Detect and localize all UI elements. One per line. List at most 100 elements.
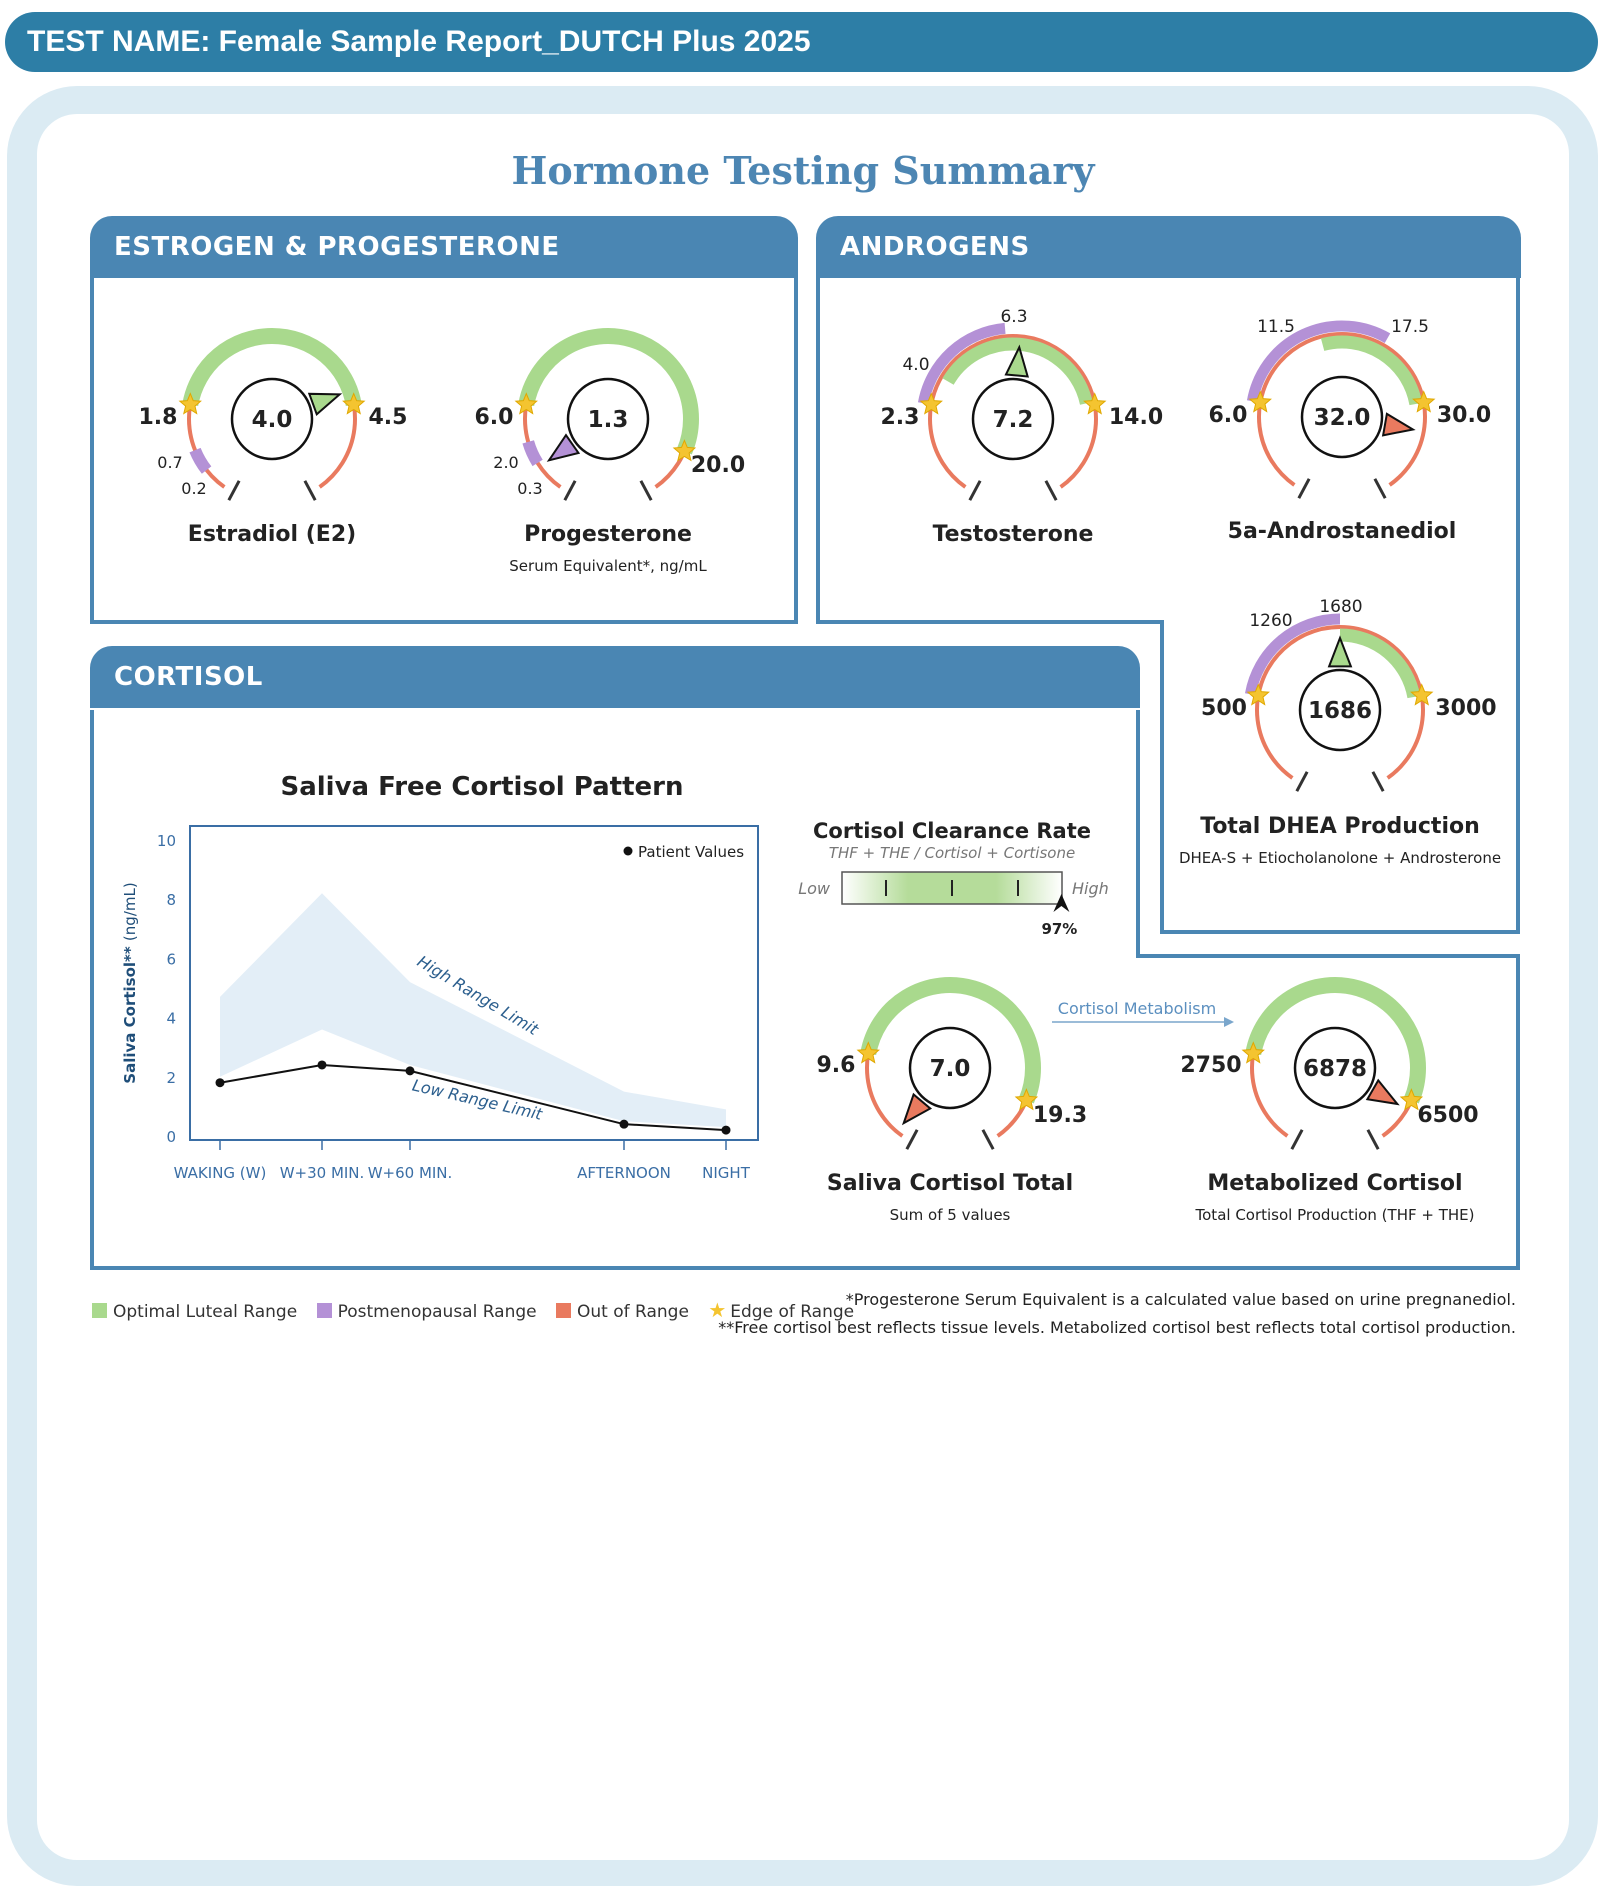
progesterone-range-arc-1	[522, 440, 543, 467]
estradiol-end-tick-0	[227, 480, 241, 501]
progesterone-subtitle: Serum Equivalent*, ng/mL	[509, 557, 707, 575]
chart-patient-point-4	[721, 1125, 731, 1135]
androstanediol-edge-star-icon-1	[1412, 390, 1436, 413]
progesterone-alt_high-label: 2.0	[493, 453, 518, 472]
chart-xtick-label-0: WAKING (W)	[174, 1164, 267, 1182]
androstanediol-range-arc-0	[1320, 335, 1423, 406]
clearance-subtitle: THF + THE / Cortisol + Cortisone	[829, 844, 1075, 862]
dhea-low-label: 500	[1201, 696, 1247, 721]
metabolism-arrow-icon	[1224, 1017, 1234, 1027]
legend-optimal-label: Optimal Luteal Range	[113, 1302, 298, 1322]
androstanediol-out-of-range-arc	[1257, 332, 1427, 487]
estradiol-alt_high-label: 0.7	[157, 453, 182, 472]
saliva_total-name: Saliva Cortisol Total	[827, 1171, 1073, 1196]
legend-postmenopausal: Postmenopausal Range	[316, 1302, 537, 1322]
dhea-edge-star-icon-1	[1410, 683, 1434, 706]
cortisol-panel-title: CORTISOL	[114, 662, 263, 692]
androstanediol-end-tick-0	[1297, 478, 1311, 499]
chart-ylabel-text: Saliva Cortisol**	[121, 941, 139, 1084]
estradiol-edge-star-icon-1	[342, 392, 366, 415]
metabolized-subtitle: Total Cortisol Production (THF + THE)	[1195, 1206, 1475, 1224]
androstanediol-alt_high-label: 17.5	[1391, 317, 1429, 337]
androstanediol-value: 32.0	[1314, 405, 1371, 431]
androgens-panel-title: ANDROGENS	[840, 232, 1030, 262]
purple-swatch-icon	[316, 1303, 332, 1318]
chart-legend-dot-icon	[623, 846, 633, 856]
dhea-edge-star-icon-0	[1246, 683, 1270, 706]
testosterone-name: Testosterone	[933, 522, 1094, 547]
chart-title: Saliva Free Cortisol Pattern	[280, 772, 683, 802]
androgens-panel-header: ANDROGENS	[816, 216, 1521, 278]
androstanediol-alt_low-label: 11.5	[1257, 317, 1295, 337]
testosterone-edge-star-icon-1	[1083, 392, 1107, 415]
metabolized-edge-star-icon-0	[1241, 1041, 1265, 1064]
progesterone-edge-star-icon-0	[514, 392, 538, 415]
dhea-range-arc-0	[1339, 628, 1421, 699]
clearance-low-label: Low	[798, 879, 831, 898]
metabolized-high-label: 6500	[1417, 1103, 1478, 1128]
androstanediol-value-circle	[1300, 375, 1384, 459]
metabolized-edge-star-icon-1	[1399, 1088, 1424, 1111]
estradiol-value-circle	[230, 377, 314, 461]
estradiol-range-arc-1	[189, 447, 212, 474]
dhea-value-circle	[1298, 668, 1382, 752]
testosterone-end-tick-0	[968, 480, 982, 501]
chart-legend-label: Patient Values	[638, 843, 744, 861]
testosterone-end-tick-1	[1044, 480, 1058, 501]
red-swatch-icon	[556, 1303, 572, 1318]
testosterone-range-arc-1	[917, 322, 1006, 405]
clearance-percent: 97%	[1041, 920, 1077, 938]
legend-edge-label: Edge of Range	[730, 1302, 855, 1322]
progesterone-end-tick-0	[563, 480, 577, 501]
estradiol-edge-star-icon-0	[178, 392, 202, 415]
saliva_total-subtitle: Sum of 5 values	[890, 1206, 1011, 1224]
chart-ylabel: Saliva Cortisol** (ng/mL)	[121, 882, 139, 1083]
metabolized-end-tick-1	[1366, 1129, 1380, 1150]
progesterone-low-label: 6.0	[475, 405, 514, 430]
saliva_total-range-arc-0	[860, 977, 1041, 1104]
testosterone-low-label: 2.3	[881, 405, 920, 430]
metabolism-arrow-label: Cortisol Metabolism	[1058, 999, 1216, 1018]
androstanediol-edge-star-icon-0	[1248, 390, 1272, 413]
estradiol-high-label: 4.5	[369, 405, 408, 430]
chart-patient-point-2	[405, 1066, 415, 1076]
metabolized-name: Metabolized Cortisol	[1207, 1171, 1462, 1196]
estradiol-pointer	[307, 392, 343, 417]
progesterone-value: 1.3	[588, 407, 629, 433]
progesterone-range-arc-0	[518, 328, 699, 455]
testosterone-alt_low-label: 4.0	[902, 355, 929, 375]
chart-xtick-label-4: NIGHT	[702, 1164, 751, 1182]
clearance-title: Cortisol Clearance Rate	[813, 819, 1091, 843]
legend-out-of-range: Out of Range	[556, 1302, 689, 1322]
estrogen-panel-title: ESTROGEN & PROGESTERONE	[114, 232, 560, 262]
star-icon: ★	[708, 1298, 727, 1322]
dhea-end-tick-0	[1295, 771, 1309, 792]
dhea-subtitle: DHEA-S + Etiocholanolone + Androsterone	[1179, 849, 1501, 867]
chart-ytick-0: 0	[166, 1128, 176, 1146]
metabolized-end-tick-0	[1290, 1129, 1304, 1150]
chart-ytick-8: 8	[166, 891, 176, 909]
dhea-name: Total DHEA Production	[1200, 814, 1480, 839]
dhea-value: 1686	[1308, 698, 1372, 724]
footnote-progesterone: *Progesterone Serum Equivalent is a calc…	[845, 1290, 1516, 1309]
testosterone-pointer	[1004, 344, 1030, 378]
metabolized-range-arc-0	[1245, 977, 1426, 1104]
saliva_total-edge-star-icon-1	[1014, 1088, 1039, 1111]
dhea-high-label: 3000	[1435, 696, 1496, 721]
range-legend: Optimal Luteal Range Postmenopausal Rang…	[92, 1298, 868, 1322]
testosterone-value: 7.2	[993, 407, 1034, 433]
androstanediol-high-label: 30.0	[1437, 403, 1491, 428]
testosterone-high-label: 14.0	[1109, 405, 1163, 430]
estradiol-alt_low-label: 0.2	[181, 479, 206, 498]
progesterone-end-tick-1	[639, 480, 653, 501]
progesterone-pointer	[546, 433, 581, 462]
androstanediol-name: 5a-Androstanediol	[1228, 519, 1457, 544]
chart-patient-point-1	[317, 1060, 327, 1070]
chart-ytick-4: 4	[166, 1010, 176, 1028]
estradiol-end-tick-1	[303, 480, 317, 501]
androstanediol-pointer	[1381, 412, 1416, 437]
saliva_total-pointer	[901, 1092, 933, 1126]
legend-edge: ★ Edge of Range	[708, 1298, 855, 1322]
metabolized-value-circle	[1293, 1026, 1377, 1110]
estradiol-name: Estradiol (E2)	[188, 522, 356, 547]
